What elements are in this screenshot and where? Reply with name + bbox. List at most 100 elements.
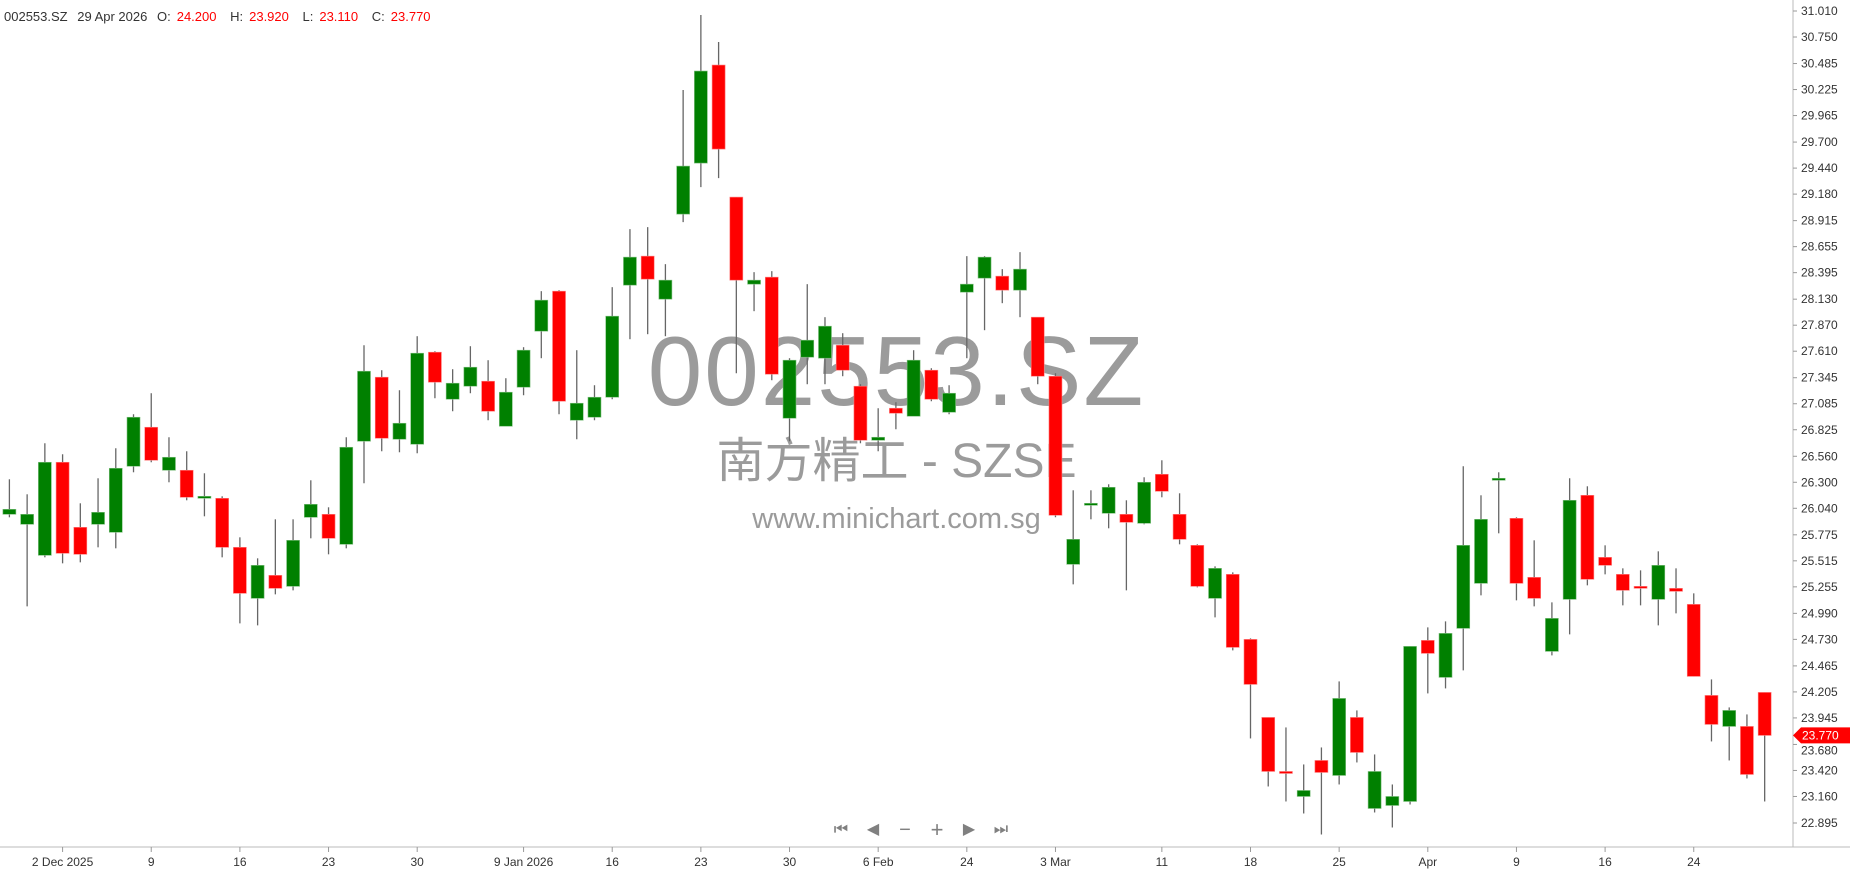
next-icon[interactable]: ▶ xyxy=(962,821,976,838)
candle-down xyxy=(374,376,389,439)
candle-down xyxy=(1279,771,1293,774)
candle-down xyxy=(711,64,726,150)
candle-up xyxy=(1296,790,1311,797)
candle-up xyxy=(1474,519,1488,584)
y-tick-label: 28.655 xyxy=(1801,240,1838,254)
symbol-label: 002553.SZ xyxy=(4,9,68,24)
candle-up xyxy=(694,70,708,164)
y-tick-label: 24.730 xyxy=(1801,632,1838,646)
candle-up xyxy=(676,165,690,215)
x-tick-label: 16 xyxy=(606,855,620,869)
candle-up xyxy=(1438,633,1453,678)
candle-down xyxy=(1172,514,1187,540)
candle-down xyxy=(924,369,939,400)
minus-icon[interactable]: − xyxy=(899,819,911,841)
candle-down xyxy=(764,276,779,375)
close-value: 23.770 xyxy=(390,9,431,24)
candle-down xyxy=(552,290,566,402)
candle-up xyxy=(1367,771,1382,809)
open-label: O: xyxy=(156,9,171,24)
x-tick-label: 16 xyxy=(233,855,247,869)
x-tick-label: 6 Feb xyxy=(863,855,894,869)
candle-down xyxy=(729,196,744,281)
candle-up xyxy=(1101,486,1116,514)
candle-up xyxy=(499,391,513,427)
candle-down xyxy=(55,461,70,554)
last-icon[interactable]: ⏭ xyxy=(993,821,1009,838)
y-tick-label: 28.395 xyxy=(1801,266,1838,280)
x-tick-label: 2 Dec 2025 xyxy=(32,855,94,869)
candle-up xyxy=(445,382,460,400)
candle-up xyxy=(871,436,885,441)
candle-up xyxy=(1332,698,1346,776)
y-tick-label: 24.465 xyxy=(1801,659,1838,673)
candle-down xyxy=(73,527,88,555)
candle-up xyxy=(782,359,797,419)
y-tick-label: 23.160 xyxy=(1801,789,1838,803)
candle-up xyxy=(20,514,34,525)
candle-up xyxy=(747,279,761,285)
y-tick-label: 29.440 xyxy=(1801,161,1838,175)
x-tick-label: 30 xyxy=(783,855,797,869)
y-tick-label: 28.130 xyxy=(1801,292,1838,306)
y-tick-label: 26.560 xyxy=(1801,449,1838,463)
prev-icon[interactable]: ◀ xyxy=(866,821,880,838)
y-tick-label: 30.485 xyxy=(1801,57,1838,71)
candle-down xyxy=(1119,514,1134,523)
candle-down xyxy=(1669,588,1683,592)
y-tick-label: 29.180 xyxy=(1801,187,1838,201)
y-tick-label: 29.965 xyxy=(1801,109,1838,123)
candle-up xyxy=(38,461,52,556)
candle-up xyxy=(1013,268,1027,291)
candle-up xyxy=(392,422,407,440)
candle-down xyxy=(1580,494,1595,580)
candle-up xyxy=(91,512,105,525)
first-icon[interactable]: ⏮ xyxy=(833,821,849,838)
candle-up xyxy=(1545,618,1559,652)
candle-up xyxy=(1562,499,1577,600)
candle-up xyxy=(623,256,637,286)
x-tick-label: 9 xyxy=(148,855,155,869)
y-tick-label: 27.610 xyxy=(1801,344,1838,358)
x-tick-label: 24 xyxy=(960,855,974,869)
candle-down xyxy=(1350,717,1364,753)
candle-down xyxy=(1190,545,1205,587)
candle-up xyxy=(410,352,424,445)
candle-up xyxy=(800,339,815,358)
candle-up xyxy=(339,446,354,545)
candle-up xyxy=(534,299,549,332)
candle-up xyxy=(1084,502,1098,506)
x-tick-label: 16 xyxy=(1598,855,1612,869)
x-tick-label: 24 xyxy=(1687,855,1701,869)
candle-down xyxy=(889,407,903,414)
candle-down xyxy=(215,497,229,548)
candle-up xyxy=(1385,796,1400,806)
y-tick-label: 31.010 xyxy=(1801,4,1838,18)
candle-down xyxy=(1704,695,1719,725)
y-tick-label: 25.255 xyxy=(1801,580,1838,594)
candle-up xyxy=(304,503,318,518)
candle-down xyxy=(640,255,655,280)
candle-up xyxy=(1456,545,1471,629)
candle-down xyxy=(995,275,1010,291)
x-tick-label: 30 xyxy=(411,855,425,869)
candle-up xyxy=(108,467,123,533)
candle-up xyxy=(250,565,265,599)
x-tick-label: Apr xyxy=(1418,855,1437,869)
candle-up xyxy=(1722,710,1737,727)
candle-up xyxy=(162,456,176,471)
candle-down xyxy=(1225,574,1240,648)
candle-down xyxy=(481,380,495,412)
plus-icon[interactable]: + xyxy=(930,817,944,842)
x-tick-label: 3 Mar xyxy=(1040,855,1071,869)
candle-down xyxy=(268,575,283,589)
y-tick-label: 27.085 xyxy=(1801,397,1838,411)
y-tick-label: 26.300 xyxy=(1801,475,1838,489)
candle-down xyxy=(1527,577,1541,599)
candle-up xyxy=(1651,565,1666,600)
y-tick-label: 25.515 xyxy=(1801,554,1838,568)
candle-up xyxy=(587,396,602,418)
y-tick-label: 24.990 xyxy=(1801,606,1838,620)
candle-up xyxy=(463,366,478,387)
